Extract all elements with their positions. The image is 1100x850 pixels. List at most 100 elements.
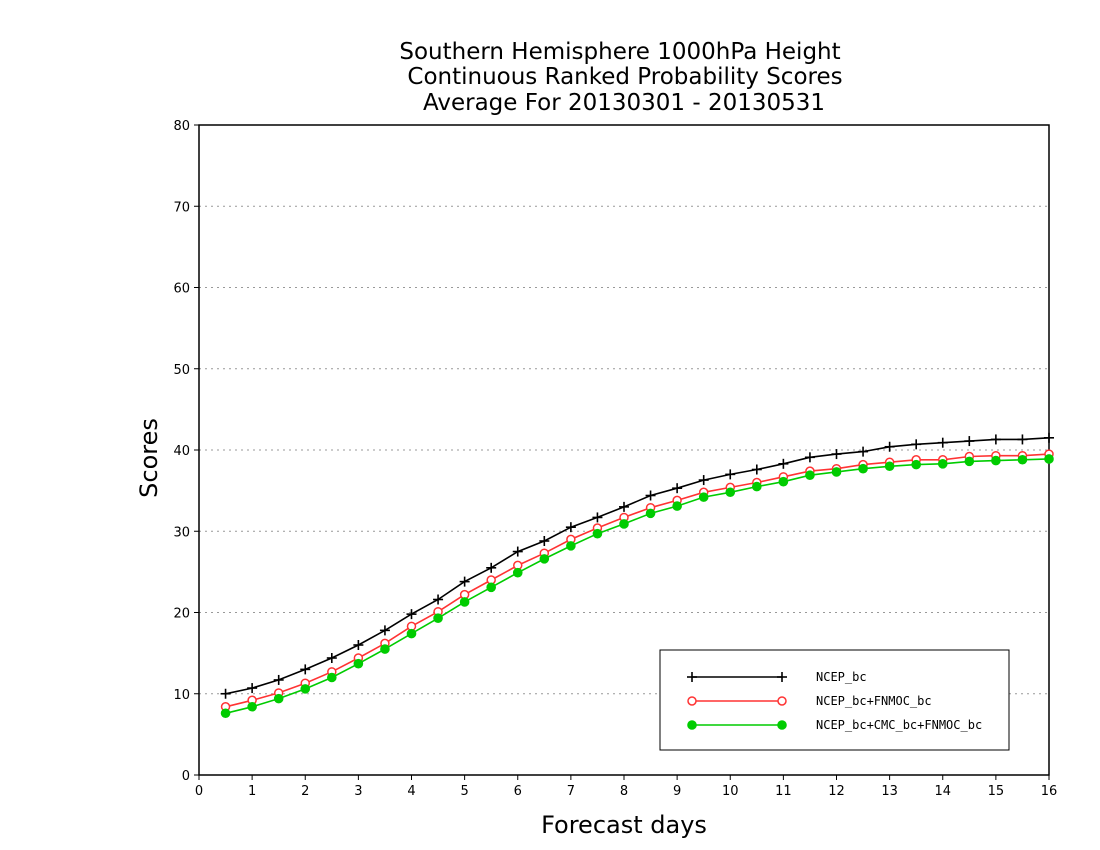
series-3-point bbox=[512, 567, 523, 578]
series-1-point bbox=[379, 625, 390, 636]
series-1-point bbox=[619, 501, 629, 512]
legend-label-1: NCEP_bc bbox=[816, 670, 867, 684]
x-tick-label: 5 bbox=[460, 784, 468, 799]
legend-marker-start-1 bbox=[687, 672, 697, 682]
x-tick-label: 16 bbox=[1041, 784, 1058, 799]
y-tick-label: 40 bbox=[173, 444, 190, 459]
x-tick-label: 14 bbox=[934, 784, 951, 799]
series-3-point bbox=[937, 459, 948, 469]
x-tick-label: 9 bbox=[673, 784, 681, 799]
series-1-point bbox=[565, 522, 576, 533]
x-tick-label: 0 bbox=[195, 784, 203, 799]
series-1-point bbox=[990, 434, 1001, 445]
legend-marker-end-1 bbox=[777, 672, 787, 682]
series-3-point bbox=[725, 487, 736, 498]
x-tick-label: 12 bbox=[828, 784, 845, 799]
legend-marker-start-3 bbox=[687, 720, 697, 730]
x-axis-title: Forecast days bbox=[541, 811, 707, 839]
series-3-point bbox=[831, 467, 842, 477]
series-1-point bbox=[1044, 432, 1054, 443]
series-3-point bbox=[619, 519, 629, 529]
x-tick-label: 11 bbox=[775, 784, 792, 799]
gridlines bbox=[199, 205, 1049, 695]
series-1-point bbox=[433, 594, 444, 605]
series-1-point bbox=[326, 653, 337, 663]
legend-marker-start-2 bbox=[687, 696, 697, 706]
legend-marker-end-3 bbox=[777, 720, 787, 730]
series-1-point bbox=[459, 576, 470, 587]
series-3-point bbox=[273, 693, 284, 704]
series-3-point bbox=[752, 481, 762, 492]
legend-box bbox=[659, 649, 1010, 751]
legend-label-2: NCEP_bc+FNMOC_bc bbox=[816, 694, 932, 708]
series-1-point bbox=[911, 439, 922, 450]
series-3-point bbox=[406, 628, 417, 639]
y-axis-title: Scores bbox=[135, 418, 163, 498]
axis-ticks: 0 1 2 3 4 5 6 7 8 9 10 11 12 13 14 15 160102030405060708… bbox=[173, 119, 1057, 799]
series-3-point bbox=[911, 459, 921, 470]
y-tick-label: 80 bbox=[173, 119, 190, 134]
series-1-point bbox=[273, 674, 284, 685]
series-1-point bbox=[406, 609, 417, 620]
x-tick-label: 3 bbox=[354, 784, 362, 799]
series-3-point bbox=[991, 455, 1001, 466]
series-1-point bbox=[353, 640, 364, 650]
x-tick-label: 13 bbox=[881, 784, 898, 799]
x-tick-label: 1 bbox=[248, 784, 256, 799]
legend-marker-end-2 bbox=[777, 696, 787, 706]
series-3-point bbox=[433, 613, 443, 623]
y-tick-label: 0 bbox=[182, 769, 190, 784]
series-3-point bbox=[645, 508, 656, 519]
y-tick-label: 50 bbox=[173, 363, 190, 378]
y-tick-label: 20 bbox=[173, 607, 190, 622]
y-tick-label: 30 bbox=[173, 525, 190, 540]
y-tick-label: 10 bbox=[173, 688, 190, 703]
series-1-point bbox=[220, 688, 231, 699]
series-3-point bbox=[698, 492, 709, 502]
chart-title: Southern Hemisphere 1000hPa Height Conti… bbox=[399, 39, 842, 116]
series-3-point bbox=[486, 582, 496, 593]
series-3-point bbox=[459, 597, 470, 607]
series-1-point bbox=[884, 441, 895, 452]
y-tick-label: 70 bbox=[173, 200, 190, 215]
chart-title-line-1: Southern Hemisphere 1000hPa Height bbox=[399, 39, 840, 65]
series-1-point bbox=[858, 446, 869, 457]
series-3-point bbox=[220, 708, 231, 719]
x-tick-label: 6 bbox=[514, 784, 522, 799]
series-3-point bbox=[353, 658, 364, 669]
series-1-point bbox=[486, 562, 497, 573]
series-3-point bbox=[247, 701, 257, 712]
chart-title-line-2: Continuous Ranked Probability Scores bbox=[407, 64, 842, 90]
series-1-point bbox=[539, 536, 550, 546]
series-3-point bbox=[300, 684, 311, 694]
series-1-point bbox=[247, 683, 258, 694]
series-3-point bbox=[672, 501, 682, 511]
x-tick-label: 8 bbox=[620, 784, 628, 799]
series-3-point bbox=[1017, 454, 1028, 465]
x-tick-label: 2 bbox=[301, 784, 309, 799]
series-1-point bbox=[778, 458, 789, 469]
series-1-point bbox=[645, 490, 656, 501]
series-1-point bbox=[672, 483, 683, 494]
series-1 bbox=[220, 432, 1054, 699]
series-1-point bbox=[937, 437, 948, 448]
chart-title-line-3: Average For 20130301 - 20130531 bbox=[423, 90, 825, 116]
series-1-point bbox=[592, 512, 603, 523]
series-3-point bbox=[858, 463, 868, 474]
series-1-point bbox=[804, 452, 815, 463]
series-3-point bbox=[1044, 454, 1054, 464]
series-1-point bbox=[698, 475, 709, 486]
series-3-point bbox=[566, 541, 576, 551]
series-3-point bbox=[884, 461, 895, 472]
series-1-point bbox=[725, 469, 736, 480]
series-1-point bbox=[512, 546, 523, 557]
series-3 bbox=[220, 454, 1054, 719]
series-1-point bbox=[1017, 434, 1028, 445]
x-tick-label: 7 bbox=[567, 784, 575, 799]
series-3-point bbox=[964, 456, 975, 467]
legend-label-3: NCEP_bc+CMC_bc+FNMOC_bc bbox=[816, 718, 982, 732]
legend: NCEP_bc NCEP_bc+FNMOC_bc NCEP_bc+CMC_bc+FN… bbox=[659, 649, 1010, 751]
series-3-point bbox=[539, 554, 550, 564]
series-3-point bbox=[380, 644, 390, 654]
data-series bbox=[220, 432, 1054, 719]
